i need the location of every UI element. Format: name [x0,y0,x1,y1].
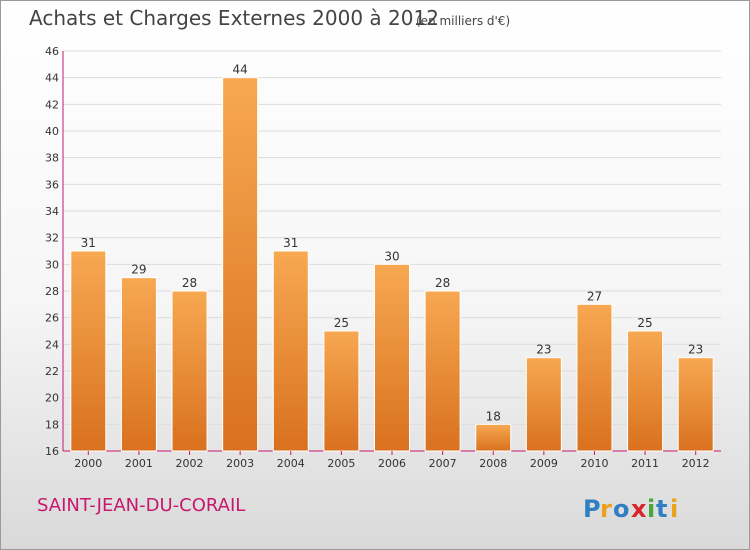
y-tick-label: 16 [45,445,59,458]
y-tick-label: 22 [45,365,59,378]
bar-2008 [475,423,512,452]
y-tick-label: 18 [45,418,59,431]
bar-2004 [272,250,309,452]
data-label-2005: 25 [334,316,349,330]
data-label-2001: 29 [131,263,146,277]
x-tick-label-2011: 2011 [631,457,659,470]
data-label-2007: 28 [435,276,450,290]
bar-2002 [171,290,208,452]
data-label-2010: 27 [587,289,602,303]
y-tick-label: 20 [45,392,59,405]
data-label-2003: 44 [233,63,248,77]
bar-2006 [374,263,410,452]
bar-2005 [323,330,360,452]
x-tick-label-2000: 2000 [74,457,102,470]
x-tick-label-2010: 2010 [580,457,608,470]
y-tick-label: 26 [45,312,59,325]
svg-text:i: i [670,495,678,523]
data-label-2011: 25 [637,316,652,330]
y-tick-label: 24 [45,338,59,351]
x-tick-label-2003: 2003 [226,457,254,470]
bar-2001 [120,277,157,452]
svg-text:o: o [613,495,630,523]
x-tick-label-2005: 2005 [327,457,355,470]
svg-text:P: P [583,495,601,523]
data-label-2008: 18 [486,409,501,423]
x-tick-label-2001: 2001 [125,457,153,470]
data-label-2004: 31 [283,236,298,250]
y-tick-label: 30 [45,258,59,271]
y-tick-label: 40 [45,125,59,138]
y-tick-label: 44 [45,72,59,85]
y-tick-label: 46 [45,45,59,58]
svg-text:i: i [647,495,655,523]
x-tick-label-2008: 2008 [479,457,507,470]
bar-2010 [576,303,613,452]
x-tick-label-2012: 2012 [682,457,710,470]
bar-2003 [222,77,259,452]
chart-unit: (en milliers d'€) [416,14,511,28]
y-tick-label: 38 [45,152,59,165]
y-tick-label: 42 [45,98,59,111]
commune-name: SAINT-JEAN-DU-CORAIL [37,495,246,516]
y-tick-label: 32 [45,232,59,245]
svg-text:r: r [600,495,612,523]
y-tick-label: 34 [45,205,59,218]
proxiti-logo: P r o x i t i [583,495,678,523]
svg-text:t: t [656,495,667,523]
bar-2011 [627,330,664,452]
bar-2009 [525,357,562,452]
x-tick-label-2002: 2002 [176,457,204,470]
chart-title: Achats et Charges Externes 2000 à 2012 [29,6,439,30]
x-tick-label-2007: 2007 [429,457,457,470]
data-label-2000: 31 [81,236,96,250]
bar-2000 [70,250,107,452]
y-tick-label: 36 [45,178,59,191]
data-label-2012: 23 [688,343,703,357]
x-tick-label-2004: 2004 [277,457,305,470]
y-tick-label: 28 [45,285,59,298]
data-label-2009: 23 [536,343,551,357]
svg-text:x: x [631,495,647,523]
x-tick-label-2009: 2009 [530,457,558,470]
data-label-2002: 28 [182,276,197,290]
x-tick-label-2006: 2006 [378,457,406,470]
bar-2007 [424,290,461,452]
data-label-2006: 30 [384,249,399,263]
bar-2012 [677,357,714,452]
